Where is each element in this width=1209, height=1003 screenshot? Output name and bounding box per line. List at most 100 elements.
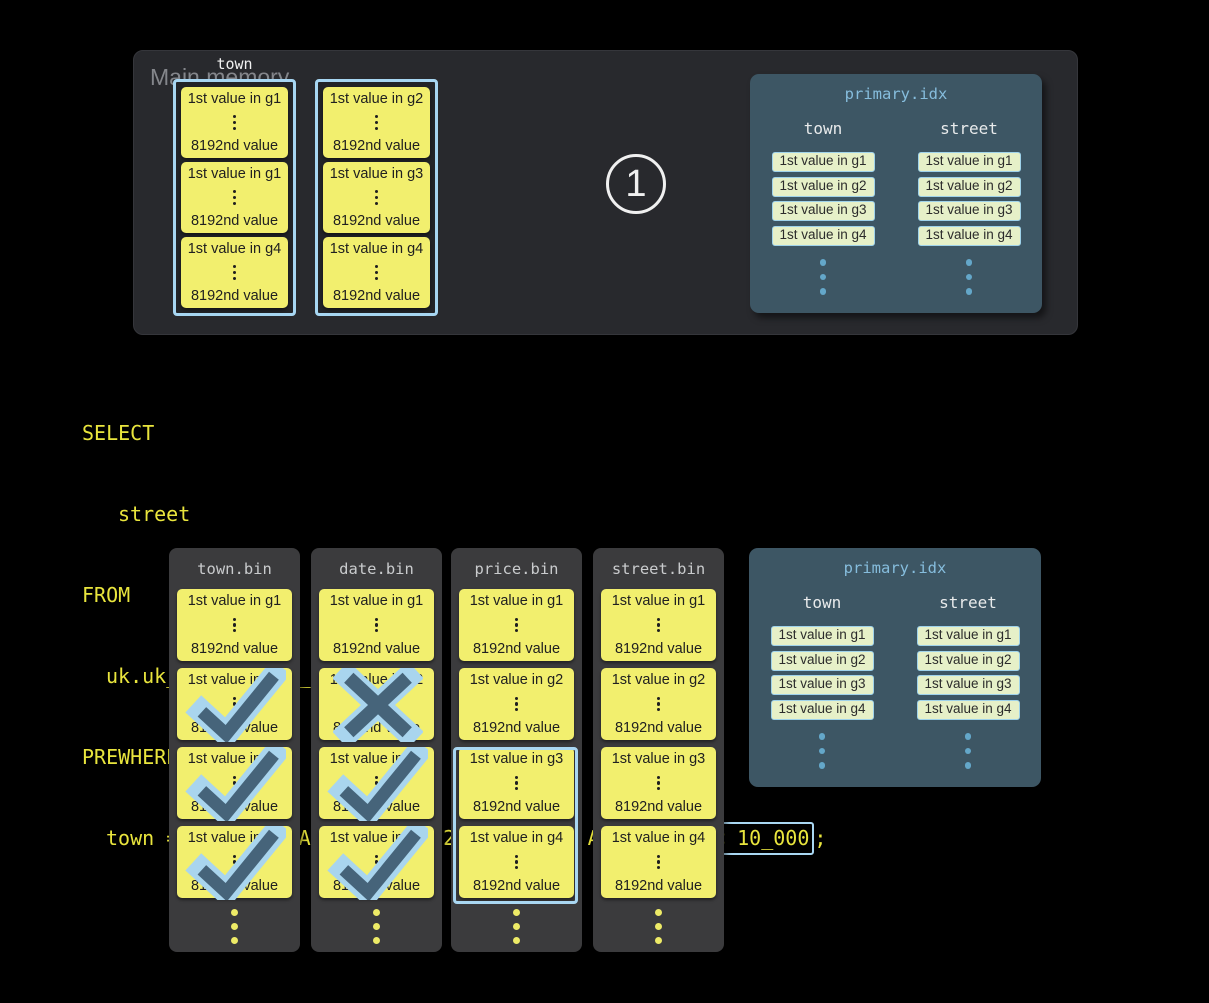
idx-column-header: town [802, 593, 842, 612]
granule: 1st value in g1 8192nd value [177, 589, 292, 661]
idx-entry: 1st value in g1 [771, 152, 875, 172]
bin-title: date.bin [339, 560, 414, 578]
granule-top-label: 1st value in g3 [469, 751, 564, 767]
idx-entry: 1st value in g3 [771, 201, 875, 221]
granule-bottom-label: 8192nd value [190, 213, 279, 229]
primary-idx-title: primary.idx [843, 559, 947, 577]
granule-bottom-label: 8192nd value [332, 288, 421, 304]
granule: 1st value in g2 8192nd value [177, 668, 292, 742]
granule-top-label: 1st value in g4 [329, 241, 424, 257]
granule-top-label: 1st value in g3 [329, 166, 424, 182]
granule-bottom-label: 8192nd value [614, 641, 703, 657]
granule: 1st value in g2 8192nd value [601, 668, 716, 740]
price-bin-panel: price.bin 1st value in g1 8192nd value 1… [451, 548, 582, 952]
granule-top-label: 1st value in g3 [611, 751, 706, 767]
idx-entry: 1st value in g2 [770, 650, 874, 671]
idx-column-header: street [940, 119, 998, 138]
ellipsis-icon [593, 909, 724, 944]
granule-bottom-label: 8192nd value [332, 213, 421, 229]
granule-top-label: 1st value in g1 [187, 166, 282, 182]
ellipsis-icon [232, 265, 237, 280]
granule: 1st value in g4 8192nd value [319, 826, 434, 900]
granule-bottom-label: 8192nd value [332, 799, 421, 815]
granule-top-label: 1st value in g2 [329, 91, 424, 107]
ellipsis-icon [232, 775, 237, 791]
ellipsis-icon [374, 115, 379, 130]
ellipsis-icon [656, 617, 661, 633]
idx-entry: 1st value in g2 [916, 650, 1020, 671]
granule-bottom-label: 8192nd value [472, 641, 561, 657]
sql-select-column: street [118, 502, 191, 526]
granule-bottom-label: 8192nd value [614, 878, 703, 894]
ellipsis-icon [232, 190, 237, 205]
granule: 1st value in g4 8192nd value [323, 237, 430, 308]
idx-entry: 1st value in g4 [771, 225, 875, 246]
date-bin-panel: date.bin 1st value in g1 8192nd value 1s… [311, 548, 442, 952]
ellipsis-icon [514, 696, 519, 712]
granule-bottom-label: 8192nd value [190, 799, 279, 815]
granule: 1st value in g3 8192nd value [319, 747, 434, 821]
granule-top-label: 1st value in g1 [187, 593, 282, 609]
granule-top-label: 1st value in g4 [611, 830, 706, 846]
ellipsis-icon [514, 854, 519, 870]
idx-column-street: street 1st value in g1 1st value in g2 1… [896, 119, 1042, 295]
ellipsis-icon [656, 854, 661, 870]
idx-entry: 1st value in g2 [917, 176, 1021, 197]
granule-top-label: 1st value in g2 [187, 672, 282, 688]
idx-entry: 1st value in g1 [917, 152, 1021, 172]
idx-column-header: town [803, 119, 843, 138]
granule-top-label: 1st value in g1 [329, 593, 424, 609]
granule-top-label: 1st value in g2 [329, 672, 424, 688]
granule-top-label: 1st value in g2 [469, 672, 564, 688]
granule-top-label: 1st value in g1 [187, 91, 282, 107]
primary-idx-panel-top: primary.idx town 1st value in g1 1st val… [750, 74, 1042, 313]
granule: 1st value in g3 8192nd value [459, 747, 574, 819]
idx-column-street: street 1st value in g1 1st value in g2 1… [895, 593, 1041, 769]
ellipsis-icon [964, 733, 972, 769]
granule: 1st value in g1 8192nd value [181, 162, 288, 233]
granule-bottom-label: 8192nd value [332, 138, 421, 154]
granule-bottom-label: 8192nd value [190, 288, 279, 304]
ellipsis-icon [965, 259, 973, 295]
bin-title: street.bin [611, 560, 706, 578]
ellipsis-icon [374, 265, 379, 280]
idx-entry: 1st value in g3 [917, 201, 1021, 221]
ellipsis-icon [374, 696, 379, 712]
idx-entry: 1st value in g1 [916, 626, 1020, 646]
granule: 1st value in g3 8192nd value [177, 747, 292, 821]
ellipsis-icon [232, 115, 237, 130]
step-1-badge: 1 [606, 154, 666, 214]
idx-column-header: street [939, 593, 997, 612]
granule-top-label: 1st value in g1 [611, 593, 706, 609]
granule: 1st value in g4 8192nd value [459, 826, 574, 898]
sql-select-keyword: SELECT [82, 421, 155, 445]
bin-title: price.bin [474, 560, 559, 578]
ellipsis-icon [451, 909, 582, 944]
granule: 1st value in g1 8192nd value [601, 589, 716, 661]
granule-bottom-label: 8192nd value [190, 720, 279, 736]
granule-bottom-label: 8192nd value [472, 720, 561, 736]
granule: 1st value in g2 8192nd value [459, 668, 574, 740]
ellipsis-icon [232, 696, 237, 712]
granule-bottom-label: 8192nd value [614, 799, 703, 815]
idx-column-town: town 1st value in g1 1st value in g2 1st… [750, 119, 896, 295]
granule-bottom-label: 8192nd value [190, 641, 279, 657]
granule: 1st value in g1 8192nd value [459, 589, 574, 661]
ellipsis-icon [232, 617, 237, 633]
granule: 1st value in g2 8192nd value [323, 87, 430, 158]
ellipsis-icon [818, 733, 826, 769]
ellipsis-icon [232, 854, 237, 870]
granule-bottom-label: 8192nd value [472, 878, 561, 894]
sql-prewhere-keyword: PREWHERE [82, 745, 179, 769]
granule: 1st value in g4 8192nd value [181, 237, 288, 308]
idx-entry: 1st value in g1 [770, 626, 874, 646]
ellipsis-icon [374, 775, 379, 791]
bin-title: town.bin [197, 560, 272, 578]
granule-bottom-label: 8192nd value [190, 138, 279, 154]
ellipsis-icon [311, 909, 442, 944]
idx-entry: 1st value in g3 [916, 675, 1020, 695]
granule-top-label: 1st value in g4 [329, 830, 424, 846]
town-bin-panel: town.bin 1st value in g1 8192nd value 1s… [169, 548, 300, 952]
ellipsis-icon [374, 617, 379, 633]
